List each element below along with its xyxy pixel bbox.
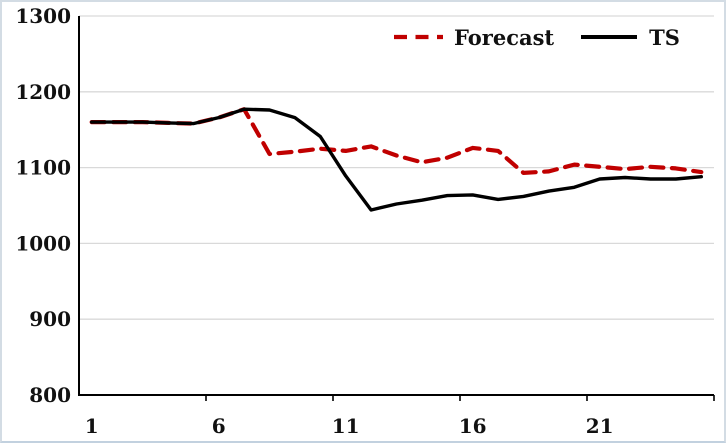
legend-label-ts: TS [649, 24, 680, 50]
y-axis-tick-label-800: 800 [29, 383, 71, 407]
forecast-dashed-line-icon [394, 34, 443, 40]
series-line-forecast [89, 107, 704, 175]
legend-label-forecast: Forecast [454, 24, 555, 50]
x-axis-tick-label-1: 1 [85, 414, 99, 438]
x-axis-tick-label-11: 11 [332, 414, 360, 438]
y-axis-tick-label-1100: 1100 [15, 156, 71, 180]
x-axis-tick-label-16: 16 [459, 414, 487, 438]
y-axis-tick-label-900: 900 [29, 307, 71, 331]
x-axis-tick-label-21: 21 [586, 414, 614, 438]
legend-item-ts[interactable]: TS [580, 25, 680, 50]
series-line-ts [89, 107, 703, 212]
y-axis-tick-label-1200: 1200 [15, 80, 71, 104]
y-axis-tick-label-1300: 1300 [15, 4, 71, 28]
legend-item-forecast[interactable]: Forecast [393, 25, 554, 50]
x-axis-tick-label-6: 6 [212, 414, 226, 438]
ts-solid-line-icon [581, 35, 638, 39]
chart-legend: Forecast TS [393, 22, 680, 52]
y-axis-tick-label-1000: 1000 [15, 231, 71, 255]
